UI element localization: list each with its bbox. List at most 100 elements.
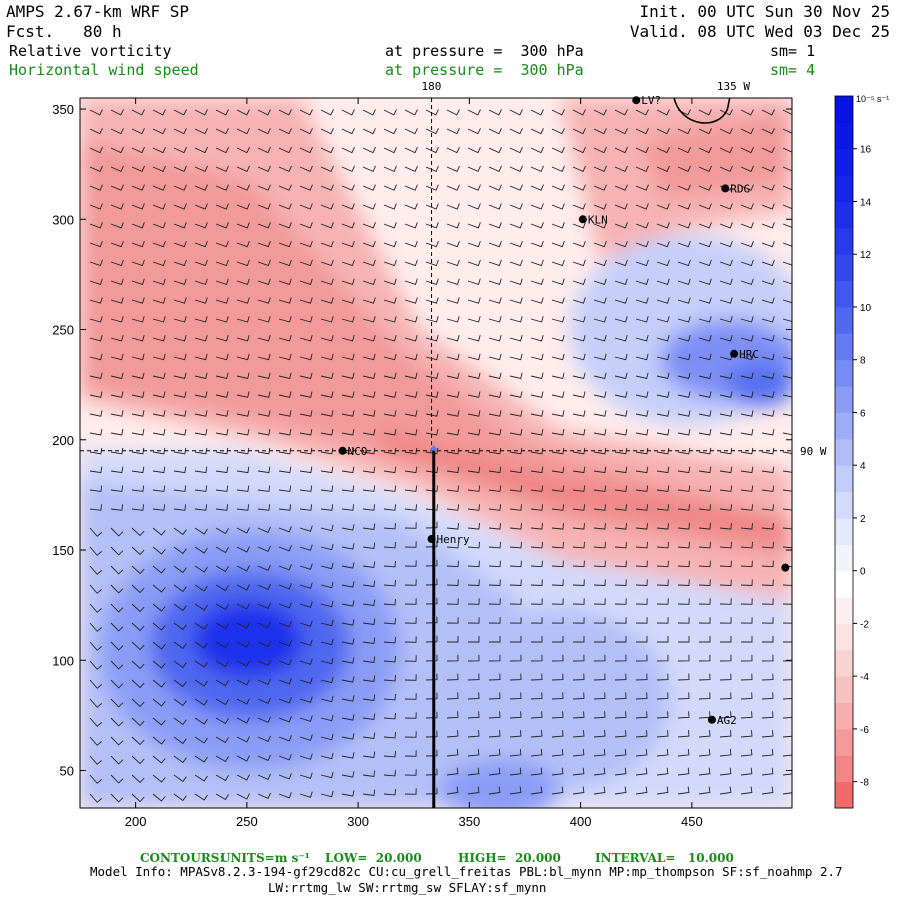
wind-barb (341, 146, 355, 154)
wind-barb (383, 297, 397, 304)
wind-barb (698, 372, 712, 380)
wind-barb (89, 546, 102, 556)
wind-barb (341, 372, 355, 380)
wind-barb (488, 259, 502, 267)
wind-barb (530, 391, 544, 398)
wind-barb (446, 278, 460, 285)
wind-barb (677, 222, 691, 229)
wind-barb (740, 372, 754, 380)
wind-barb (446, 391, 460, 398)
wind-barb (341, 619, 355, 626)
wind-barb (299, 353, 313, 361)
wind-barb (656, 654, 669, 662)
wind-barb (782, 754, 792, 757)
wind-barb (782, 375, 792, 379)
wind-barb (635, 353, 649, 361)
wind-barb (635, 429, 649, 436)
wind-barb (509, 711, 522, 719)
station-dot (781, 563, 790, 572)
wind-barb (509, 372, 523, 380)
wind-barb (173, 584, 187, 593)
wind-barb (698, 730, 711, 738)
shade-pos-se-core (440, 760, 560, 808)
wind-barb (446, 240, 460, 248)
wind-barb (257, 602, 271, 609)
wind-barb (488, 203, 502, 210)
wind-barb (425, 184, 439, 191)
wind-barb (89, 259, 103, 267)
wind-barb (467, 146, 481, 154)
wind-barb (278, 334, 292, 342)
wind-barb (236, 429, 250, 436)
wind-barb (740, 541, 753, 549)
wind-barb (467, 485, 481, 492)
wind-barb (173, 466, 187, 474)
wind-barb (635, 466, 649, 474)
wind-barb (593, 316, 607, 323)
wind-barb (551, 541, 564, 549)
wind-barb (782, 109, 792, 116)
wind-barb (614, 673, 627, 681)
wind-barb (551, 429, 565, 436)
wind-barb (551, 146, 565, 154)
colorbar-cell (835, 227, 853, 255)
wind-barb (299, 447, 313, 455)
wind-barb (425, 485, 439, 492)
wind-barb (677, 504, 691, 511)
wind-barb (173, 278, 187, 285)
wind-barb (215, 603, 229, 611)
wind-barb (488, 184, 502, 191)
wind-barb (509, 692, 522, 700)
wind-barb (278, 583, 292, 590)
wind-barb (152, 466, 166, 474)
wind-barb (677, 523, 690, 530)
wind-barb (467, 617, 480, 624)
wind-barb (89, 334, 103, 342)
wind-barb (341, 752, 355, 759)
wind-barb (236, 527, 250, 534)
wind-barb (509, 786, 522, 795)
wind-barb (446, 504, 460, 511)
wind-barb (572, 617, 585, 624)
wind-barb (236, 679, 250, 686)
wind-barb (677, 711, 690, 719)
wind-barb (509, 203, 523, 210)
wind-barb (194, 774, 208, 782)
wind-barb (341, 790, 355, 797)
wind-barb (194, 736, 208, 744)
wind-barb (194, 184, 208, 191)
wind-barb (572, 391, 586, 398)
wind-barb (362, 561, 376, 569)
wind-barb (593, 165, 607, 172)
wind-barb (719, 316, 733, 323)
wind-barb (741, 636, 753, 643)
wind-barb (131, 584, 145, 594)
wind-barb (257, 678, 271, 685)
wind-barb (425, 165, 439, 172)
colorbar-tick-label: 2 (860, 514, 866, 525)
wind-barb (551, 673, 564, 681)
wind-barb (89, 466, 103, 474)
wind-barb (614, 560, 627, 568)
wind-barb (215, 679, 229, 687)
wind-barb (593, 391, 607, 398)
wind-barb (173, 660, 187, 669)
wind-barb (698, 541, 711, 549)
wind-barb (572, 184, 586, 191)
wind-barb (635, 579, 648, 586)
wind-barb (467, 109, 481, 116)
wind-barb (320, 695, 334, 703)
wind-barb (614, 447, 628, 455)
wind-barb (677, 466, 691, 474)
wind-barb (341, 184, 355, 191)
wind-barb (152, 353, 166, 361)
wind-barb (257, 564, 271, 571)
wind-barb (299, 240, 313, 248)
wind-barb (635, 523, 648, 530)
wind-barb (299, 259, 313, 267)
wind-barb (110, 165, 124, 172)
wind-barb (215, 259, 229, 267)
wind-barb (110, 222, 124, 229)
wind-barb (740, 730, 753, 738)
wind-barb (446, 353, 460, 361)
